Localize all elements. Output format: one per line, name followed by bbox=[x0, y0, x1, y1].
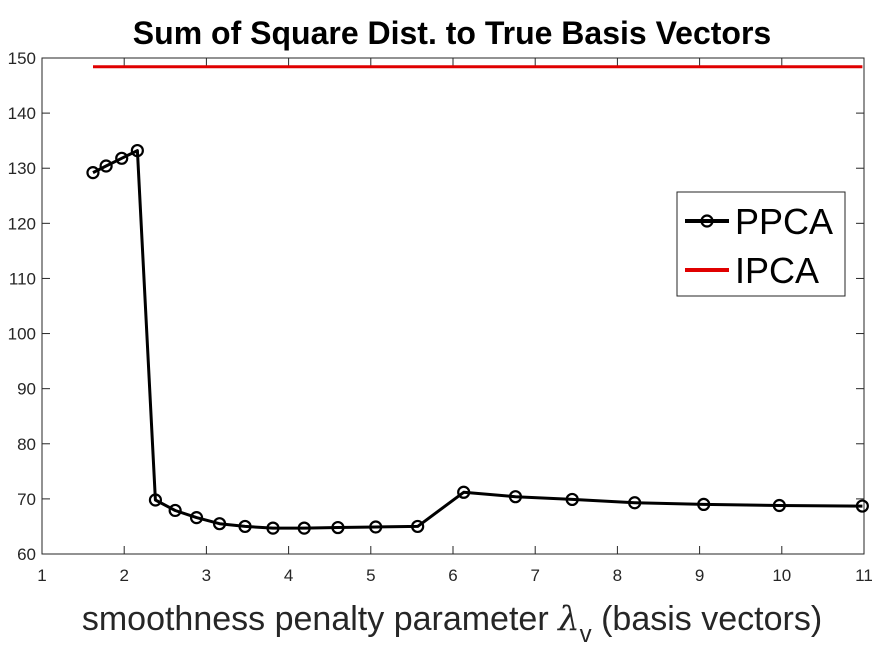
data-point-ppca bbox=[369, 520, 383, 534]
plot-area bbox=[42, 58, 864, 554]
x-tick-label: 10 bbox=[772, 566, 791, 585]
y-tick-label: 60 bbox=[17, 545, 36, 564]
x-tick-label: 5 bbox=[366, 566, 375, 585]
data-point-ppca bbox=[266, 521, 280, 535]
x-axis-label-suffix: (basis vectors) bbox=[592, 600, 823, 638]
x-tick-label: 7 bbox=[530, 566, 539, 585]
data-point-ppca bbox=[168, 503, 182, 518]
data-point-ppca bbox=[238, 519, 252, 534]
x-axis-label: smoothness penalty parameter λv (basis v… bbox=[82, 599, 822, 648]
data-point-ppca bbox=[297, 521, 311, 535]
legend-marker-ppca bbox=[700, 214, 714, 228]
data-point-ppca bbox=[331, 520, 345, 535]
axes: 1 2 3 4 5 6 7 8 9 10 11 60 70 80 90 100 110 120 130 140 150 bbox=[8, 49, 873, 585]
x-tick-label: 1 bbox=[37, 566, 46, 585]
data-point-ppca bbox=[86, 166, 100, 180]
data-point-ppca bbox=[457, 485, 471, 499]
legend-label-ipca: IPCA bbox=[735, 250, 819, 291]
data-point-ppca bbox=[855, 499, 869, 513]
x-tick-label: 9 bbox=[695, 566, 704, 585]
legend-box bbox=[676, 191, 846, 297]
data-point-ppca bbox=[411, 519, 425, 534]
legend-label-ppca: PPCA bbox=[735, 201, 833, 242]
x-axis-label-symbol: λ bbox=[556, 599, 580, 639]
plot-background bbox=[42, 58, 864, 554]
y-tick-label: 150 bbox=[8, 49, 36, 68]
x-tick-label: 11 bbox=[855, 566, 873, 585]
data-point-ppca bbox=[212, 517, 227, 531]
data-point-ppca bbox=[508, 490, 523, 504]
x-axis-label-subscript: v bbox=[580, 621, 592, 648]
chart-title: Sum of Square Dist. to True Basis Vector… bbox=[133, 15, 771, 51]
data-point-ppca bbox=[628, 496, 642, 510]
legend: PPCA IPCA bbox=[676, 191, 846, 297]
data-point-ppca bbox=[99, 159, 113, 173]
data-point-ppca bbox=[115, 151, 129, 165]
y-tick-label: 110 bbox=[9, 269, 36, 288]
data-point-ppca bbox=[697, 497, 711, 511]
x-axis-label-prefix: smoothness penalty parameter bbox=[82, 600, 558, 638]
y-tick-label: 70 bbox=[17, 490, 36, 509]
series-layer bbox=[86, 65, 869, 535]
y-tick-label: 130 bbox=[8, 159, 36, 178]
x-tick-label: 6 bbox=[448, 566, 457, 585]
data-point-ppca bbox=[148, 493, 163, 507]
x-tick-label: 8 bbox=[613, 566, 622, 585]
data-point-ppca bbox=[772, 498, 786, 513]
y-tick-label: 100 bbox=[8, 325, 36, 344]
x-tick-label: 2 bbox=[119, 566, 128, 585]
y-tick-label: 140 bbox=[8, 104, 36, 123]
x-tick-label: 3 bbox=[202, 566, 211, 585]
y-tick-label: 120 bbox=[8, 214, 36, 233]
x-tick-label: 4 bbox=[284, 566, 293, 585]
data-point-ppca bbox=[189, 511, 204, 525]
data-point-ppca bbox=[565, 492, 579, 507]
data-point-ppca bbox=[130, 143, 144, 158]
y-tick-label: 80 bbox=[17, 435, 36, 454]
series-line-ppca bbox=[92, 149, 863, 530]
y-tick-label: 90 bbox=[17, 380, 36, 399]
